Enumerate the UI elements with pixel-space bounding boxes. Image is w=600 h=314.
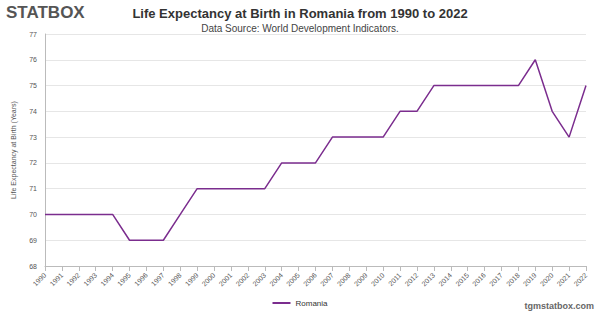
svg-text:2007: 2007 (319, 271, 335, 287)
svg-text:68: 68 (29, 263, 37, 270)
svg-text:2019: 2019 (522, 271, 538, 287)
svg-text:70: 70 (29, 211, 37, 218)
svg-text:2006: 2006 (302, 271, 318, 287)
svg-text:Life Expectancy at Birth (Year: Life Expectancy at Birth (Years) (10, 101, 18, 199)
svg-text:2018: 2018 (505, 271, 521, 287)
svg-text:2022: 2022 (573, 271, 589, 287)
svg-text:1995: 1995 (116, 271, 132, 287)
svg-text:2014: 2014 (437, 271, 453, 287)
svg-text:76: 76 (29, 56, 37, 63)
svg-text:1996: 1996 (133, 271, 149, 287)
svg-text:2011: 2011 (387, 271, 403, 287)
svg-text:1994: 1994 (99, 271, 115, 287)
svg-text:2003: 2003 (251, 271, 267, 287)
svg-text:77: 77 (29, 31, 37, 38)
svg-text:Data Source: World Development: Data Source: World Development Indicator… (201, 23, 399, 34)
svg-text:1990: 1990 (32, 271, 48, 287)
svg-text:2015: 2015 (454, 271, 470, 287)
svg-text:tgmstatbox.com: tgmstatbox.com (524, 301, 594, 311)
svg-text:2021: 2021 (556, 271, 572, 287)
svg-text:2012: 2012 (403, 271, 419, 287)
svg-text:Romania: Romania (295, 299, 328, 308)
svg-text:72: 72 (29, 159, 37, 166)
svg-text:73: 73 (29, 134, 37, 141)
svg-text:74: 74 (29, 108, 37, 115)
svg-text:75: 75 (29, 82, 37, 89)
svg-text:2020: 2020 (539, 271, 555, 287)
svg-text:2013: 2013 (420, 271, 436, 287)
svg-text:1993: 1993 (82, 271, 98, 287)
svg-text:1999: 1999 (184, 271, 200, 287)
svg-text:1991: 1991 (48, 271, 64, 287)
svg-text:2008: 2008 (336, 271, 352, 287)
svg-text:2002: 2002 (234, 271, 250, 287)
svg-text:2016: 2016 (471, 271, 487, 287)
svg-text:STATBOX: STATBOX (6, 3, 85, 22)
svg-text:1997: 1997 (150, 271, 166, 287)
svg-text:2009: 2009 (353, 271, 369, 287)
svg-text:2017: 2017 (488, 271, 504, 287)
svg-text:2005: 2005 (285, 271, 301, 287)
svg-text:71: 71 (29, 185, 37, 192)
svg-text:2001: 2001 (218, 271, 234, 287)
svg-text:69: 69 (29, 237, 37, 244)
svg-text:2010: 2010 (370, 271, 386, 287)
svg-text:1998: 1998 (167, 271, 183, 287)
svg-text:2004: 2004 (268, 271, 284, 287)
svg-text:2000: 2000 (201, 271, 217, 287)
svg-text:1992: 1992 (65, 271, 81, 287)
svg-text:Life Expectancy at Birth in Ro: Life Expectancy at Birth in Romania from… (132, 6, 467, 21)
